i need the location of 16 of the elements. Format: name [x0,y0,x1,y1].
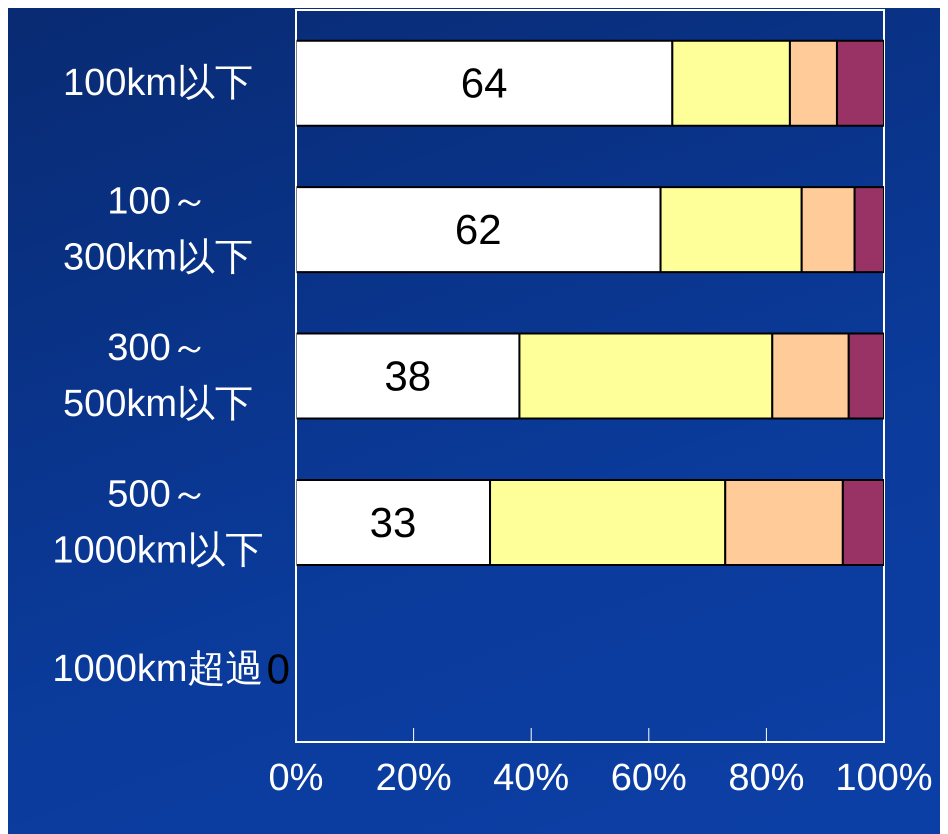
y-tick-label: 100km以下 [62,62,254,104]
y-tick-label: 300～ 500km以下 [62,327,254,425]
data-label: 33 [370,498,416,546]
y-tick-label: 1000km超過 [52,648,264,690]
data-label: 62 [454,206,502,254]
y-tick-label: 500～ 1000km以下 [52,473,264,572]
x-tick-label: 60% [610,757,687,799]
x-tick-label: 0% [268,757,324,799]
data-label: 38 [384,352,432,400]
x-tick-label: 80% [728,757,804,799]
x-tick-label: 20% [376,757,452,799]
data-label: 0 [266,645,290,692]
data-label: 64 [460,60,508,107]
y-tick-label: 100～ 300km以下 [62,180,254,279]
x-tick-label: 100% [835,757,933,799]
x-tick-label: 40% [493,757,570,799]
